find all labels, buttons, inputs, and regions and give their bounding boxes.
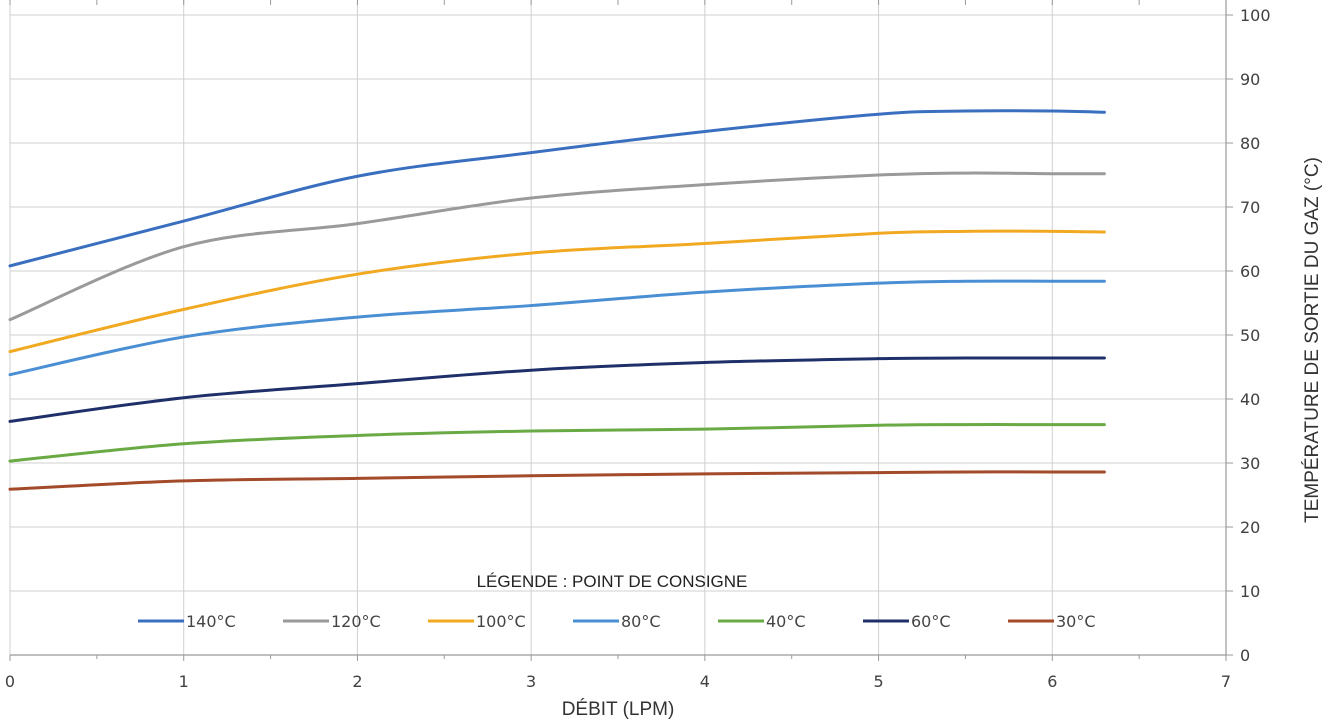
x-tick-label: 4 — [700, 672, 710, 691]
x-tick-label: 1 — [179, 672, 189, 691]
series-line-140c — [8, 109, 1106, 268]
y-tick-label: 20 — [1240, 518, 1260, 537]
y-axis-title: TEMPÉRATURE DE SORTIE DU GAZ (°C) — [1302, 157, 1323, 523]
series-line-40c — [8, 423, 1106, 463]
y-tick-label: 70 — [1240, 198, 1260, 217]
legend-title: LÉGENDE : POINT DE CONSIGNE — [477, 572, 748, 591]
x-tick-label: 5 — [873, 672, 883, 691]
legend-label-30c: 30°C — [1056, 612, 1096, 631]
legend-label-140c: 140°C — [186, 612, 236, 631]
series-line-80c — [8, 279, 1106, 377]
y-tick-label: 10 — [1240, 582, 1260, 601]
x-tick-label: 0 — [5, 672, 15, 691]
legend-label-40c: 40°C — [766, 612, 806, 631]
legend-label-120c: 120°C — [331, 612, 381, 631]
y-tick-label: 60 — [1240, 262, 1260, 281]
y-tick-label: 0 — [1240, 646, 1250, 665]
y-tick-label: 80 — [1240, 134, 1260, 153]
x-axis-title: DÉBIT (LPM) — [562, 699, 675, 720]
y-tick-label: 90 — [1240, 70, 1260, 89]
legend-label-60c: 60°C — [911, 612, 951, 631]
series-line-60c — [8, 356, 1106, 423]
y-tick-label: 30 — [1240, 454, 1260, 473]
grid — [9, 0, 1227, 656]
y-tick-label: 50 — [1240, 326, 1260, 345]
x-tick-label: 6 — [1047, 672, 1057, 691]
series-lines — [8, 109, 1106, 491]
legend: LÉGENDE : POINT DE CONSIGNE 140°C 120°C 10… — [138, 572, 1096, 631]
series-line-100c — [8, 229, 1106, 354]
series-line-120c — [8, 171, 1106, 322]
x-tick-label: 7 — [1221, 672, 1231, 691]
legend-label-100c: 100°C — [476, 612, 526, 631]
legend-label-80c: 80°C — [621, 612, 661, 631]
y-tick-label: 40 — [1240, 390, 1260, 409]
x-tick-label: 2 — [352, 672, 362, 691]
y-tick-label: 100 — [1240, 6, 1271, 25]
series-line-30c — [8, 470, 1106, 491]
x-tick-label: 3 — [526, 672, 536, 691]
